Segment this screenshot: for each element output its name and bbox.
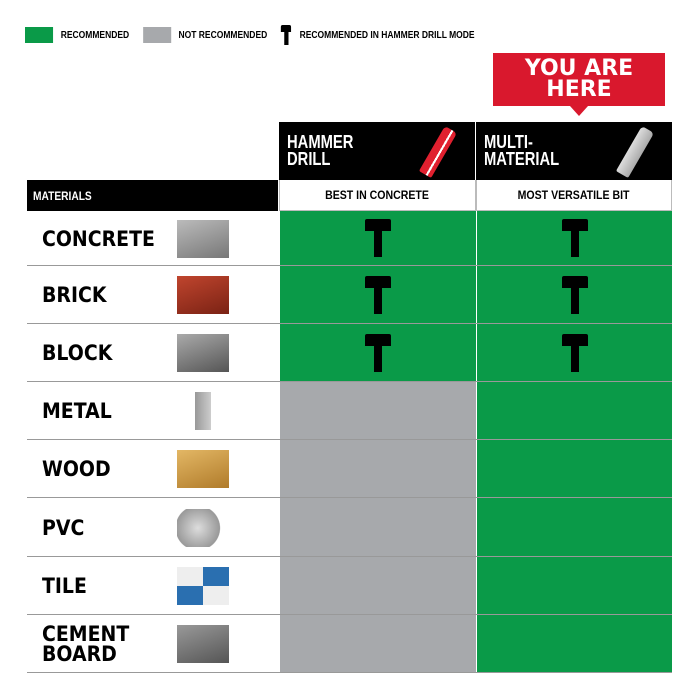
hammer-icon — [561, 275, 588, 314]
material-label: METAL — [42, 399, 112, 423]
recommended-cell — [476, 266, 672, 323]
table-row: TILE — [27, 557, 672, 615]
table-row: BRICK — [27, 266, 672, 324]
recommended-cell — [279, 266, 476, 323]
material-image — [177, 334, 229, 372]
hammer-icon — [561, 219, 588, 257]
material-image — [177, 276, 229, 314]
column-title: MULTI- — [484, 132, 533, 152]
material-label-line: CEMENT — [42, 622, 130, 646]
recommended-swatch — [25, 27, 54, 43]
material-image — [177, 508, 229, 547]
not-recommended-cell — [279, 615, 476, 672]
hammer-icon — [365, 333, 391, 372]
material-label-line: WOOD — [42, 457, 111, 481]
hammer-icon — [280, 25, 292, 45]
material-image — [177, 567, 229, 605]
material-label-line: BOARD — [42, 642, 117, 666]
recommended-cell — [476, 440, 672, 497]
hammer-icon — [365, 219, 391, 257]
material-label-line: METAL — [42, 399, 112, 423]
material-label-line: CONCRETE — [42, 226, 155, 251]
not-recommended-cell — [279, 498, 476, 556]
hammer-icon — [365, 275, 391, 314]
column-header-hammer-drill: HAMMER DRILL — [279, 122, 476, 180]
column-subtitle: MOST VERSATILE BIT — [476, 180, 672, 211]
material-label: TILE — [42, 574, 87, 598]
material-image — [177, 625, 229, 663]
recommended-cell — [476, 615, 672, 672]
material-label-line: BLOCK — [42, 341, 113, 365]
not-recommended-cell — [279, 557, 476, 614]
column-subtitle: BEST IN CONCRETE — [279, 180, 476, 211]
hammer-icon — [561, 333, 588, 372]
not-recommended-cell — [279, 382, 476, 439]
recommended-cell — [476, 211, 672, 265]
material-label: BLOCK — [42, 341, 113, 365]
material-label: CONCRETE — [42, 226, 155, 251]
legend-label: NOT RECOMMENDED — [178, 29, 268, 41]
you-are-here-callout: YOU ARE HERE — [493, 53, 665, 116]
table-row: BLOCK — [27, 324, 672, 382]
recommended-cell — [476, 498, 672, 556]
column-title: MATERIAL — [484, 149, 560, 169]
legend: RECOMMENDED NOT RECOMMENDED RECOMMENDED … — [25, 25, 488, 45]
material-image — [177, 450, 229, 488]
material-label-line: PVC — [42, 515, 85, 540]
legend-label: RECOMMENDED — [60, 29, 130, 41]
material-image — [177, 392, 229, 430]
recommended-cell — [476, 382, 672, 439]
table-row: CONCRETE — [27, 211, 672, 266]
material-label-line: TILE — [42, 574, 87, 598]
table-row: METAL — [27, 382, 672, 440]
column-title: DRILL — [287, 149, 331, 169]
recommended-cell — [279, 211, 476, 265]
recommended-cell — [476, 324, 672, 381]
not-recommended-swatch — [142, 27, 171, 43]
callout-line: HERE — [546, 77, 612, 102]
material-label: CEMENT BOARD — [42, 622, 130, 666]
material-label-line: BRICK — [42, 283, 107, 307]
callout-line: YOU ARE — [524, 56, 634, 81]
legend-label: RECOMMENDED IN HAMMER DRILL MODE — [299, 29, 475, 41]
material-label: PVC — [42, 515, 85, 540]
table-row: WOOD — [27, 440, 672, 498]
table-row: CEMENT BOARD — [27, 615, 672, 673]
material-label: BRICK — [42, 283, 107, 307]
recommended-cell — [476, 557, 672, 614]
column-title: HAMMER — [287, 132, 354, 152]
material-label: WOOD — [42, 457, 111, 481]
not-recommended-cell — [279, 440, 476, 497]
recommended-cell — [279, 324, 476, 381]
materials-header: MATERIALS — [27, 180, 278, 211]
material-image — [177, 219, 229, 258]
column-header-multi-material: MULTI- MATERIAL — [476, 122, 672, 180]
table-row: PVC — [27, 498, 672, 557]
